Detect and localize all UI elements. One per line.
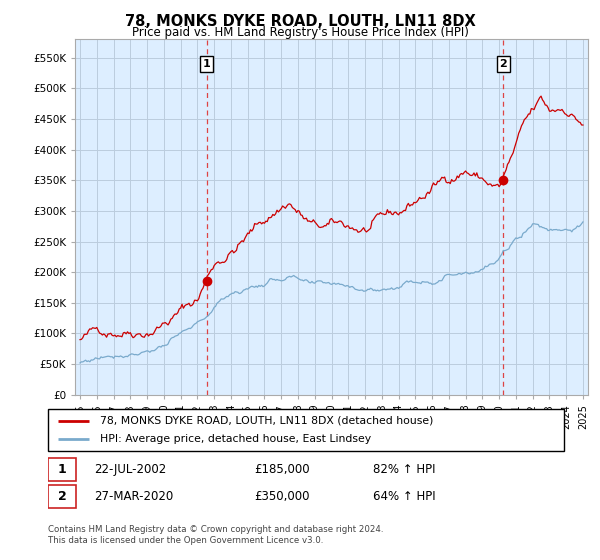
Text: 1: 1 — [58, 463, 67, 476]
FancyBboxPatch shape — [48, 409, 564, 451]
Text: 64% ↑ HPI: 64% ↑ HPI — [373, 490, 436, 503]
Text: 2: 2 — [58, 490, 67, 503]
Text: 27-MAR-2020: 27-MAR-2020 — [94, 490, 173, 503]
Text: 82% ↑ HPI: 82% ↑ HPI — [373, 463, 436, 476]
Text: Contains HM Land Registry data © Crown copyright and database right 2024.
This d: Contains HM Land Registry data © Crown c… — [48, 525, 383, 545]
Text: 2: 2 — [499, 59, 507, 69]
Text: 1: 1 — [203, 59, 211, 69]
Text: £185,000: £185,000 — [254, 463, 310, 476]
Text: HPI: Average price, detached house, East Lindsey: HPI: Average price, detached house, East… — [100, 434, 371, 444]
Text: £350,000: £350,000 — [254, 490, 310, 503]
FancyBboxPatch shape — [48, 484, 76, 508]
FancyBboxPatch shape — [48, 458, 76, 482]
Text: 22-JUL-2002: 22-JUL-2002 — [94, 463, 167, 476]
Text: 78, MONKS DYKE ROAD, LOUTH, LN11 8DX (detached house): 78, MONKS DYKE ROAD, LOUTH, LN11 8DX (de… — [100, 416, 433, 426]
Text: 78, MONKS DYKE ROAD, LOUTH, LN11 8DX: 78, MONKS DYKE ROAD, LOUTH, LN11 8DX — [125, 14, 475, 29]
Text: Price paid vs. HM Land Registry's House Price Index (HPI): Price paid vs. HM Land Registry's House … — [131, 26, 469, 39]
